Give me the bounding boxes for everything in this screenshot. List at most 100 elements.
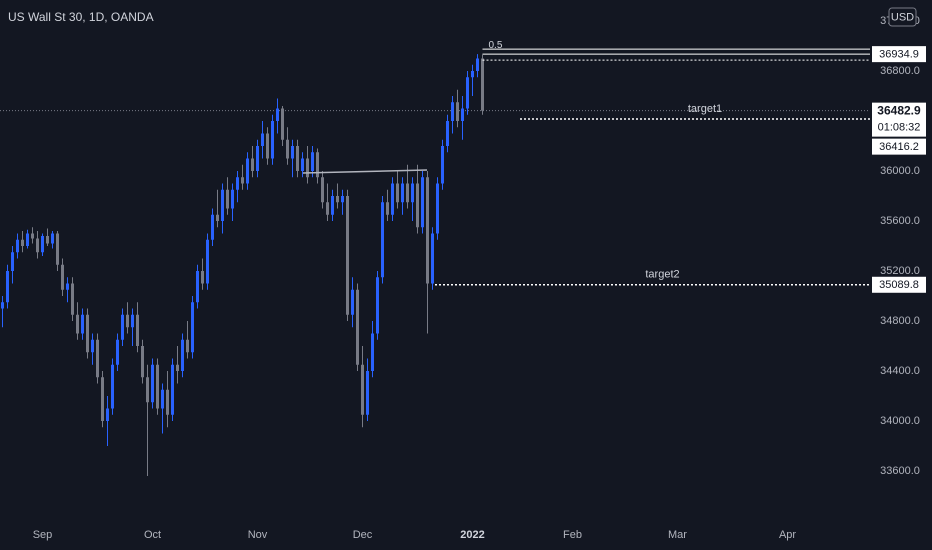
x-tick-label: Oct [144, 529, 161, 541]
candle-body [266, 133, 269, 159]
candle-body [411, 183, 414, 203]
candle-body [176, 364, 179, 371]
candle-body [386, 202, 389, 215]
candle-body [181, 339, 184, 371]
candle-body [241, 177, 244, 184]
candle-body [16, 239, 19, 253]
candle-body [406, 183, 409, 203]
candle-body [156, 364, 159, 409]
candle-body [391, 183, 394, 215]
candle-body [256, 146, 259, 171]
candle-body [191, 302, 194, 353]
candle-body [11, 252, 14, 271]
candle-body [396, 183, 399, 203]
candle-body [336, 196, 339, 203]
candle-body [166, 389, 169, 415]
candle-body [456, 102, 459, 121]
candle-body [201, 271, 204, 284]
candle-body [471, 71, 474, 78]
y-tick-label: 34400.0 [880, 365, 920, 377]
price-label-box [872, 276, 926, 293]
candle-body [86, 314, 89, 353]
candle-body [206, 239, 209, 284]
candle-body [271, 121, 274, 159]
candle-body [276, 108, 279, 121]
x-tick-label: Feb [563, 529, 582, 541]
candle-body [311, 152, 314, 171]
target-label: target2 [645, 269, 679, 281]
candle-body [146, 377, 149, 403]
candle-body [376, 277, 379, 334]
fib-label: 0.5 [489, 40, 503, 51]
candle-body [236, 177, 239, 190]
candle-body [111, 364, 114, 409]
target-label: target1 [688, 103, 722, 115]
candle-body [96, 339, 99, 378]
price-label: 36482.9 [877, 103, 921, 117]
candle-body [171, 364, 174, 415]
trend-line[interactable] [302, 169, 428, 174]
candle-body [211, 214, 214, 240]
candle-body [481, 58, 484, 111]
price-label-box [872, 102, 926, 137]
candle-body [286, 139, 289, 159]
candle-body [361, 364, 364, 415]
candle-body [216, 214, 219, 221]
candle-body [41, 236, 44, 253]
candle-body [61, 264, 64, 290]
x-tick-label: Dec [353, 529, 373, 541]
price-label-box [872, 138, 926, 155]
candle-body [421, 177, 424, 228]
y-tick-label: 33600.0 [880, 465, 920, 477]
candle-body [161, 389, 164, 409]
candle-body [221, 189, 224, 221]
candle-body [226, 189, 229, 209]
price-label-box [872, 46, 926, 63]
x-tick-label: Sep [33, 529, 53, 541]
candle-body [126, 314, 129, 328]
candle-body [51, 233, 54, 244]
candle-body [56, 233, 59, 265]
y-tick-label: 36000.0 [880, 165, 920, 177]
candle-body [151, 364, 154, 403]
candle-body [26, 233, 29, 246]
candle-body [116, 339, 119, 365]
candle-body [66, 283, 69, 290]
candle-body [281, 108, 284, 140]
candle-body [321, 177, 324, 203]
candle-body [426, 177, 429, 284]
price-label: 36934.9 [879, 49, 919, 61]
candle-body [401, 183, 404, 203]
y-tick-label: 35600.0 [880, 215, 920, 227]
candle-body [231, 189, 234, 209]
candle-body [381, 202, 384, 278]
candle-body [436, 183, 439, 234]
x-tick-label: Apr [779, 529, 796, 541]
candle-body [476, 58, 479, 71]
candle-body [291, 146, 294, 159]
candle-body [186, 339, 189, 353]
candle-body [301, 158, 304, 171]
candle-body [356, 289, 359, 365]
candle-body [6, 271, 9, 303]
candle-body [76, 314, 79, 334]
y-tick-label: 36800.0 [880, 65, 920, 77]
candle-body [451, 102, 454, 121]
candle-body [121, 314, 124, 340]
candle-body [31, 233, 34, 239]
candle-body [466, 77, 469, 109]
currency-badge[interactable] [888, 7, 917, 27]
candle-body [91, 339, 94, 353]
chart-title: US Wall St 30, 1D, OANDA [8, 10, 154, 24]
candle-body [71, 283, 74, 315]
candle-body [46, 236, 49, 244]
candle-body [101, 377, 104, 421]
candle-body [306, 158, 309, 178]
candle-body [36, 238, 39, 253]
candle-body [196, 271, 199, 303]
candle-body [371, 333, 374, 371]
candle-body [331, 196, 334, 215]
candle-body [341, 196, 344, 203]
candle-body [261, 133, 264, 146]
